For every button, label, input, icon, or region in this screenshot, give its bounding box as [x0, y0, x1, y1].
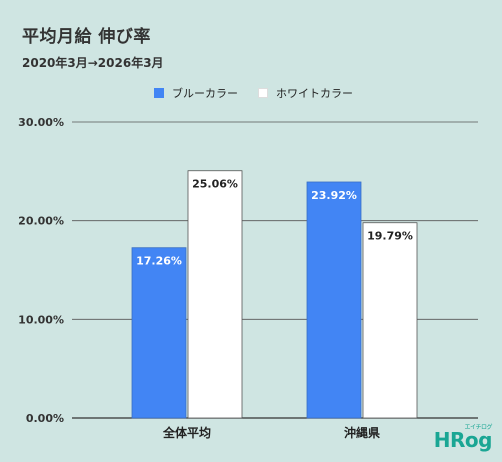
y-tick-label: 30.00%: [18, 116, 64, 129]
y-tick-label: 10.00%: [18, 313, 64, 326]
legend-label-white-collar: ホワイトカラー: [276, 87, 353, 100]
legend-swatch-blue: [154, 88, 164, 98]
x-tick-label: 全体平均: [162, 425, 211, 440]
x-tick-label: 沖縄県: [344, 425, 380, 440]
bar: [131, 247, 187, 419]
logo-sub-text: エイチログ: [464, 424, 492, 431]
chart-title: 平均月給 伸び率: [22, 27, 151, 47]
legend: ブルーカラー ホワイトカラー: [154, 85, 373, 101]
legend-item-white-collar: ホワイトカラー: [258, 85, 353, 101]
y-tick-label: 0.00%: [26, 412, 64, 425]
chart-subtitle: 2020年3月→2026年3月: [22, 56, 164, 70]
y-tick-label: 20.00%: [18, 215, 64, 228]
bar: [187, 170, 243, 419]
legend-item-blue-collar: ブルーカラー: [154, 85, 238, 101]
data-label: 23.92%: [311, 189, 357, 202]
logo-text: HRog: [433, 428, 493, 452]
hrog-logo: エイチログ HRog: [433, 424, 493, 452]
legend-swatch-white: [258, 88, 268, 98]
data-label: 19.79%: [367, 230, 413, 243]
data-label: 17.26%: [136, 255, 182, 268]
data-label: 25.06%: [192, 178, 238, 191]
bar: [362, 222, 418, 419]
bar: [306, 181, 362, 419]
legend-label-blue-collar: ブルーカラー: [172, 87, 238, 100]
